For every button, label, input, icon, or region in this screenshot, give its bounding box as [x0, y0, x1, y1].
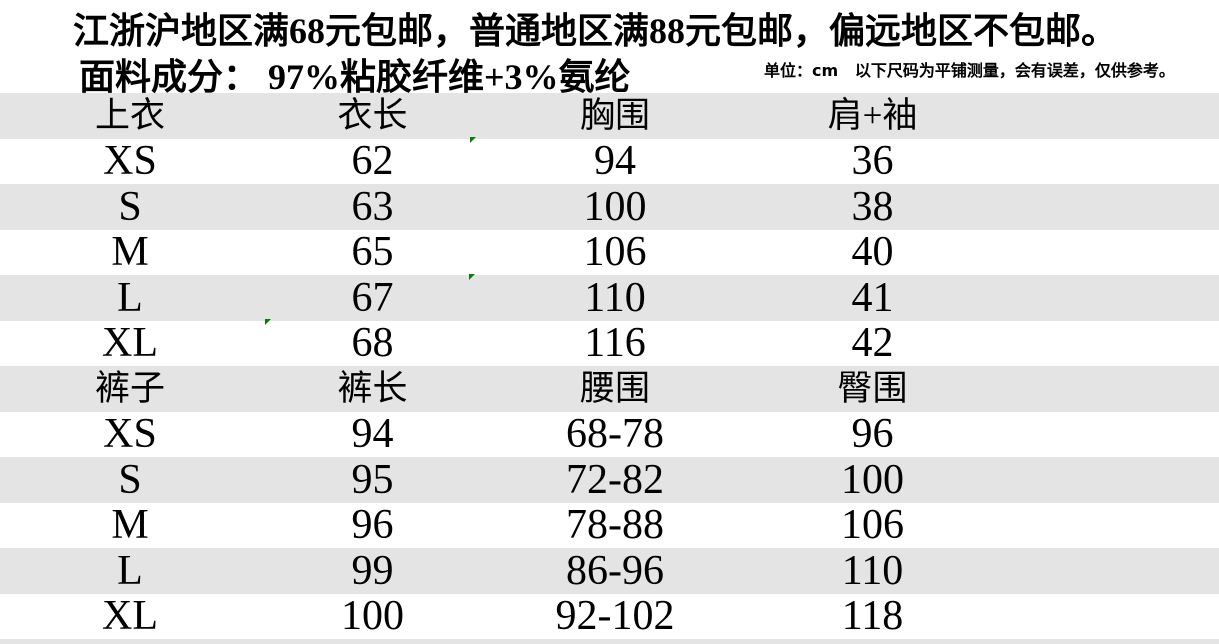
value-cell: 62 — [351, 138, 394, 185]
value-cell: 99 — [351, 547, 394, 594]
green-artifact-speck — [470, 137, 476, 143]
row-label-cell: M — [111, 229, 149, 276]
fabric-composition-text: 面料成分： 97%粘胶纤维+3%氨纶 — [79, 57, 631, 97]
value-cell: 106 — [583, 229, 647, 276]
value-cell: 118 — [841, 593, 904, 640]
row-label-cell: M — [111, 502, 149, 549]
value-cell: 116 — [584, 320, 646, 367]
measure-unit-note: 单位：cm 以下尺码为平铺测量，会有误差，仅供参考。 — [764, 61, 1175, 80]
value-cell: 110 — [584, 274, 646, 321]
value-cell: 92-102 — [555, 593, 675, 640]
row-label-cell: L — [117, 274, 143, 321]
shipping-notice-text: 江浙沪地区满68元包邮，普通地区满88元包邮，偏远地区不包邮。 — [73, 11, 1118, 51]
table-row: S 95 72-82 100 — [0, 457, 1219, 503]
value-cell: 100 — [341, 593, 404, 640]
green-artifact-speck — [469, 274, 475, 280]
partial-next-row-strip — [0, 639, 1219, 644]
column-header-shoulder-sleeve: 肩+袖 — [827, 96, 918, 136]
value-cell: 63 — [351, 183, 394, 230]
column-header-waist: 腰围 — [579, 369, 650, 409]
size-chart-table: 上衣 衣长 胸围 肩+袖 XS 62 94 36 S 63 100 38 M 6… — [0, 93, 1219, 644]
column-header-section: 上衣 — [94, 96, 165, 136]
value-cell: 67 — [351, 274, 394, 321]
row-label-cell: XS — [103, 411, 157, 458]
table-row: S 63 100 38 — [0, 184, 1219, 230]
green-artifact-speck — [265, 319, 271, 325]
value-cell: 100 — [583, 183, 647, 230]
row-label-cell: L — [117, 547, 143, 594]
value-cell: 68-78 — [566, 411, 664, 458]
value-cell: 110 — [841, 547, 904, 594]
column-header-section: 裤子 — [94, 369, 165, 409]
value-cell: 86-96 — [566, 547, 664, 594]
table-header-row-tops: 上衣 衣长 胸围 肩+袖 — [0, 93, 1219, 139]
value-cell: 94 — [351, 411, 394, 458]
value-cell: 95 — [351, 456, 394, 503]
value-cell: 96 — [851, 411, 894, 458]
table-row: M 96 78-88 106 — [0, 503, 1219, 549]
table-row: XL 68 116 42 — [0, 321, 1219, 367]
value-cell: 96 — [351, 502, 394, 549]
row-label-cell: S — [118, 183, 142, 230]
row-label-cell: S — [118, 456, 142, 503]
row-label-cell: XS — [103, 138, 157, 185]
table-header-row-pants: 裤子 裤长 腰围 臀围 — [0, 366, 1219, 412]
value-cell: 100 — [841, 456, 904, 503]
row-label-cell: XL — [102, 320, 158, 367]
table-row: M 65 106 40 — [0, 230, 1219, 276]
value-cell: 78-88 — [566, 502, 664, 549]
value-cell: 36 — [851, 138, 894, 185]
column-header-bust: 胸围 — [579, 96, 650, 136]
value-cell: 41 — [851, 274, 894, 321]
row-label-cell: XL — [102, 593, 158, 640]
value-cell: 94 — [594, 138, 636, 185]
value-cell: 106 — [841, 502, 904, 549]
table-row: XS 62 94 36 — [0, 139, 1219, 185]
table-row: L 67 110 41 — [0, 275, 1219, 321]
value-cell: 40 — [851, 229, 894, 276]
value-cell: 68 — [351, 320, 394, 367]
table-row: XS 94 68-78 96 — [0, 412, 1219, 458]
table-row: L 99 86-96 110 — [0, 548, 1219, 594]
column-header-hip: 臀围 — [837, 369, 908, 409]
table-row: XL 100 92-102 118 — [0, 594, 1219, 640]
column-header-length: 衣长 — [337, 96, 408, 136]
value-cell: 65 — [351, 229, 394, 276]
value-cell: 42 — [851, 320, 894, 367]
value-cell: 38 — [851, 183, 894, 230]
value-cell: 72-82 — [566, 456, 664, 503]
column-header-pant-length: 裤长 — [337, 369, 408, 409]
